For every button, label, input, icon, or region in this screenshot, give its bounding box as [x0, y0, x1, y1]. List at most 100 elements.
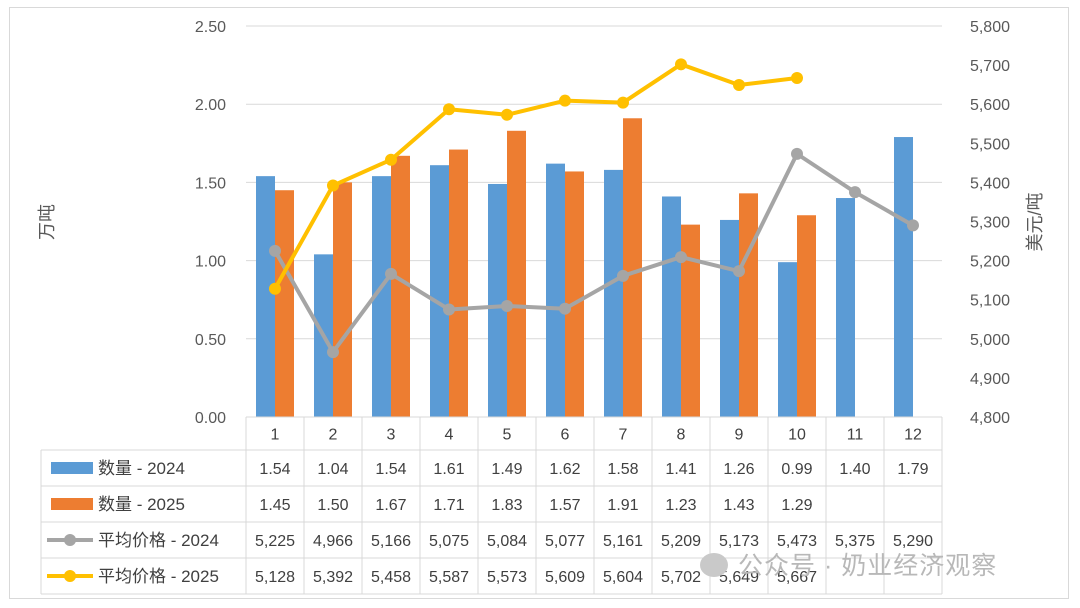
- data-label: 1.43: [723, 497, 754, 514]
- line-marker: [385, 153, 397, 166]
- y-right-tick-label: 5,800: [970, 19, 1010, 36]
- line-marker: [675, 58, 687, 71]
- line-marker: [327, 346, 339, 359]
- x-tick-label: 5: [503, 427, 512, 444]
- series-line: [273, 151, 914, 355]
- line-marker: [559, 302, 571, 315]
- bar: [488, 183, 507, 417]
- data-label: 1.54: [375, 461, 406, 478]
- x-tick-label: 12: [904, 427, 922, 444]
- y-left-axis-title: 万吨: [37, 204, 57, 240]
- line-marker: [501, 299, 513, 312]
- bar: [797, 215, 816, 417]
- data-label: 1.58: [607, 461, 638, 478]
- x-tick-label: 9: [735, 427, 744, 444]
- y-left-tick-label: 0.50: [195, 332, 226, 349]
- data-label: 1.49: [491, 461, 522, 478]
- data-label: 1.04: [317, 461, 348, 478]
- bar: [546, 163, 565, 417]
- line-marker: [791, 147, 803, 160]
- data-label: 5,392: [313, 569, 353, 586]
- legend-label: 平均价格 - 2025: [98, 567, 219, 586]
- data-label: 1.40: [839, 461, 870, 478]
- legend-key: [51, 462, 93, 474]
- data-label: 5,573: [487, 569, 527, 586]
- data-label: 5,173: [719, 533, 759, 550]
- data-label: 5,128: [255, 569, 295, 586]
- bar: [372, 176, 391, 417]
- data-label: 5,290: [893, 533, 933, 550]
- line-marker: [733, 265, 745, 278]
- y-right-tick-label: 5,500: [970, 136, 1010, 153]
- legend-label: 数量 - 2024: [98, 459, 185, 478]
- data-label: 5,161: [603, 533, 643, 550]
- line-marker: [733, 79, 745, 92]
- series-line: [273, 62, 798, 290]
- y-left-tick-label: 1.00: [195, 254, 226, 271]
- data-label: 1.83: [491, 497, 522, 514]
- bar: [604, 169, 623, 417]
- y-left-tick-label: 0.00: [195, 410, 226, 427]
- x-tick-label: 11: [847, 427, 864, 444]
- x-tick-label: 10: [788, 427, 806, 444]
- y-right-axis-title: 美元/吨: [1025, 192, 1045, 251]
- line-marker: [907, 219, 919, 232]
- x-tick-label: 7: [619, 427, 628, 444]
- data-label: 1.62: [549, 461, 580, 478]
- data-label: 1.41: [665, 461, 696, 478]
- data-label: 5,209: [661, 533, 701, 550]
- bar: [333, 182, 352, 417]
- y-right-tick-label: 5,000: [970, 332, 1010, 349]
- legend-key: [64, 534, 76, 546]
- line-marker: [269, 282, 281, 295]
- x-tick-label: 8: [677, 427, 686, 444]
- y-right-tick-label: 5,600: [970, 97, 1010, 114]
- line-marker: [791, 72, 803, 85]
- legend-key: [51, 498, 93, 510]
- x-tick-label: 1: [271, 427, 280, 444]
- data-label: 5,225: [255, 533, 295, 550]
- line-marker: [849, 186, 861, 199]
- data-label: 5,375: [835, 533, 875, 550]
- y-right-tick-label: 5,200: [970, 254, 1010, 271]
- line-marker: [443, 303, 455, 316]
- line-marker: [385, 267, 397, 280]
- line-marker: [559, 94, 571, 107]
- data-label: 1.61: [433, 461, 464, 478]
- y-right-tick-label: 4,900: [970, 371, 1010, 388]
- chart-frame: [9, 7, 1069, 599]
- y-right-tick-label: 5,400: [970, 175, 1010, 192]
- data-label: 1.50: [317, 497, 348, 514]
- line-marker: [443, 103, 455, 116]
- bar: [720, 219, 739, 417]
- y-left-tick-label: 2.50: [195, 19, 226, 36]
- data-label: 5,649: [719, 569, 759, 586]
- data-label: 1.45: [259, 497, 290, 514]
- bar: [449, 149, 468, 417]
- x-tick-label: 4: [445, 427, 454, 444]
- data-label: 4,966: [313, 533, 353, 550]
- data-label: 5,075: [429, 533, 469, 550]
- bar: [430, 165, 449, 417]
- x-tick-label: 6: [561, 427, 570, 444]
- legend-key: [64, 570, 76, 582]
- bar: [836, 198, 855, 417]
- data-label: 5,077: [545, 533, 585, 550]
- bar: [565, 171, 584, 417]
- data-label: 5,473: [777, 533, 817, 550]
- data-label: 5,084: [487, 533, 527, 550]
- data-label: 1.79: [897, 461, 928, 478]
- y-right-tick-label: 5,300: [970, 215, 1010, 232]
- y-right-tick-label: 5,700: [970, 58, 1010, 75]
- bar: [623, 118, 642, 417]
- line-marker: [617, 269, 629, 282]
- bar: [391, 155, 410, 417]
- line-marker: [327, 179, 339, 192]
- bar: [681, 224, 700, 417]
- line-marker: [617, 96, 629, 109]
- watermark-text: 公众号 · 奶业经济观察: [738, 552, 998, 580]
- bar: [894, 137, 913, 417]
- data-label: 1.26: [723, 461, 754, 478]
- bar: [662, 196, 681, 417]
